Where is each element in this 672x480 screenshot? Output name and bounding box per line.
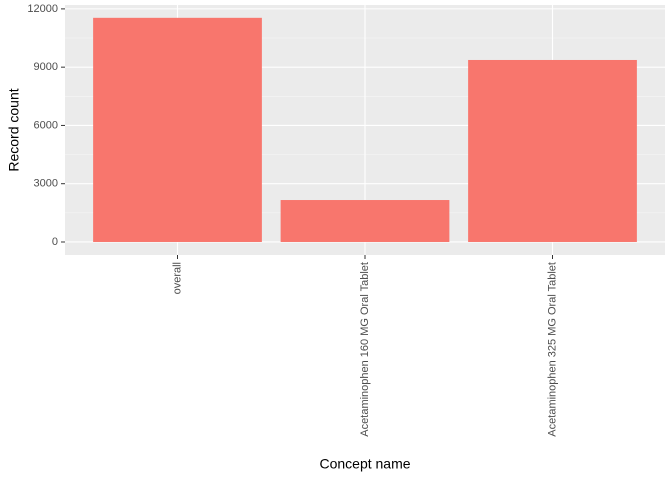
y-tick-label: 3000 — [34, 178, 58, 190]
y-tick-label: 9000 — [34, 61, 58, 73]
y-tick-label: 6000 — [34, 119, 58, 131]
x-tick-label: Acetaminophen 325 MG Oral Tablet — [546, 262, 558, 437]
y-tick-label: 0 — [52, 236, 58, 248]
bar — [93, 17, 262, 242]
y-tick-label: 12000 — [27, 3, 58, 15]
bar — [468, 59, 637, 242]
x-axis-title: Concept name — [319, 456, 410, 472]
x-tick-label: Acetaminophen 160 MG Oral Tablet — [359, 262, 371, 437]
x-tick-label: overall — [171, 262, 183, 294]
y-axis-title: Record count — [6, 88, 22, 171]
bar — [280, 200, 450, 242]
